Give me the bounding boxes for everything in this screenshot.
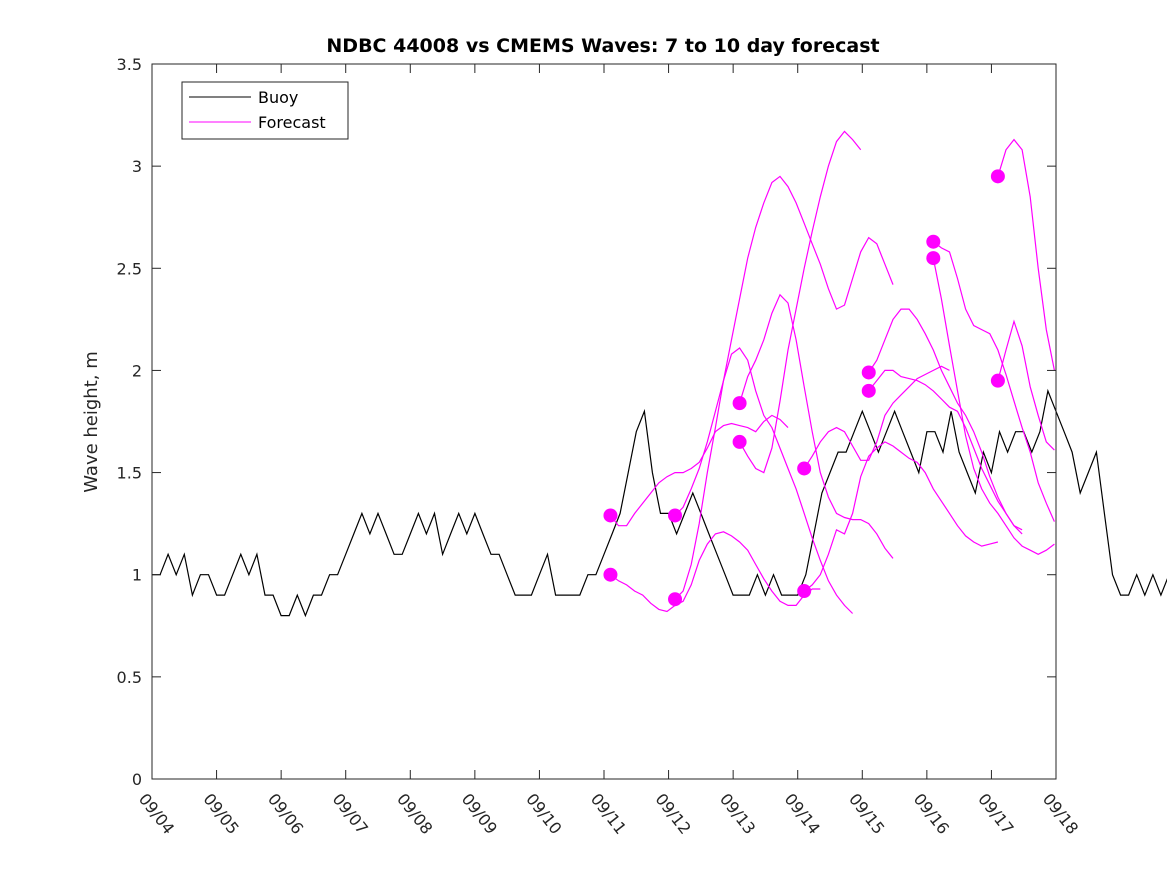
- chart-title: NDBC 44008 vs CMEMS Waves: 7 to 10 day f…: [326, 35, 879, 57]
- forecast-series-line: [610, 531, 821, 613]
- y-tick-label: 1: [132, 566, 142, 585]
- legend: Buoy Forecast: [181, 81, 349, 140]
- legend-forecast-label: Forecast: [258, 113, 326, 132]
- y-tick-label: 3: [132, 157, 142, 176]
- forecast-start-point: [732, 434, 747, 449]
- y-axis-label: Wave height, m: [81, 351, 102, 492]
- forecast-start-point: [926, 251, 941, 266]
- forecast-series-line: [932, 257, 1055, 555]
- y-tick-label: 2.5: [117, 259, 142, 278]
- forecast-series-line: [803, 365, 950, 469]
- forecast-start-point: [668, 508, 683, 523]
- forecast-series-line: [739, 293, 894, 559]
- forecast-start-point: [861, 383, 876, 398]
- forecast-start-markers: [603, 169, 1005, 607]
- forecast-start-point: [990, 373, 1005, 388]
- legend-buoy-label: Buoy: [258, 88, 298, 107]
- forecast-start-point: [797, 584, 812, 599]
- forecast-series-line: [868, 369, 1023, 531]
- y-tick-label: 0: [132, 770, 142, 789]
- forecast-series-line: [610, 414, 789, 527]
- forecast-start-point: [732, 396, 747, 411]
- y-tick-label: 3.5: [117, 55, 142, 74]
- forecast-start-point: [668, 592, 683, 607]
- legend-box: [181, 81, 349, 140]
- forecast-series-line: [803, 441, 999, 592]
- forecast-series-line: [868, 308, 1023, 535]
- forecast-start-point: [926, 234, 941, 249]
- forecast-series-line: [997, 319, 1055, 451]
- forecast-start-point: [990, 169, 1005, 184]
- y-tick-label: 1.5: [117, 464, 142, 483]
- plot-lines: [152, 130, 1167, 618]
- y-tick-label: 2: [132, 361, 142, 380]
- forecast-series-line: [932, 241, 1055, 522]
- forecast-start-point: [861, 365, 876, 380]
- y-tick-label: 0.5: [117, 668, 142, 687]
- buoy-series-line: [152, 388, 1167, 618]
- y-axis: 0 0.5 1 1.5 2 2.5 3 3.5: [117, 55, 1056, 789]
- forecast-start-point: [797, 461, 812, 476]
- forecast-series-line: [739, 130, 862, 474]
- forecast-start-point: [603, 567, 618, 582]
- forecast-series-line: [674, 175, 894, 600]
- forecast-start-point: [603, 508, 618, 523]
- forecast-series-line: [997, 138, 1055, 371]
